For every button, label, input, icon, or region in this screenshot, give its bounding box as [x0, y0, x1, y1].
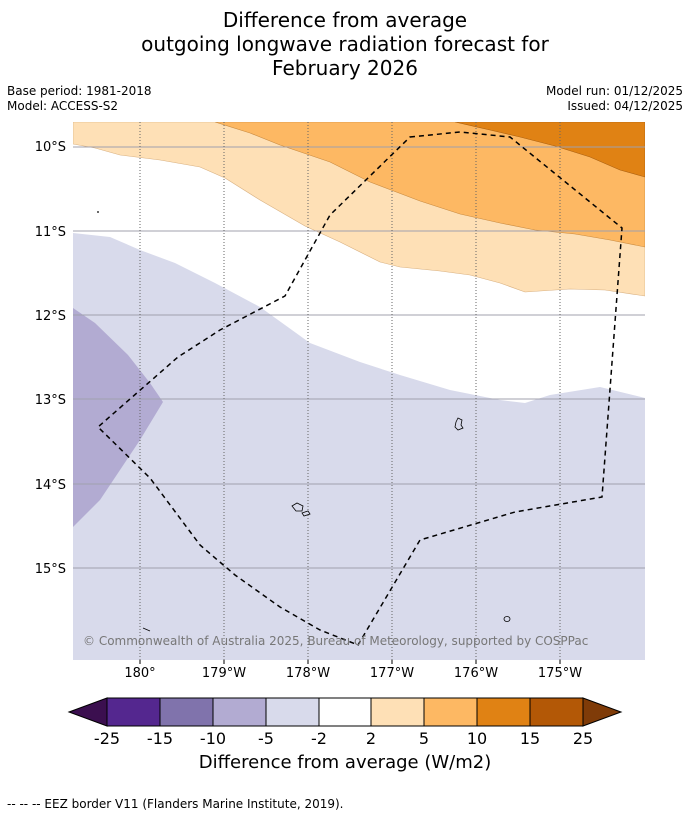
colorbar-tick: -10 [199, 729, 227, 748]
colorbar-tick: -2 [311, 729, 327, 748]
title-line-1: Difference from average [222, 8, 468, 32]
lat-label: 13°S [35, 393, 66, 408]
colorbar-swatch [106, 697, 161, 727]
model-run: Model run: 01/12/2025 [545, 84, 683, 98]
colorbar-swatch [265, 697, 320, 727]
eez-border [96, 131, 623, 646]
colorbar-tick: 10 [466, 729, 488, 748]
lon-label: 179°W [202, 666, 246, 681]
colorbar-tick: 2 [365, 729, 377, 748]
anomaly-region-10-15 [454, 122, 645, 178]
graticule [73, 122, 645, 660]
lon-label: 180° [124, 666, 155, 681]
anomaly-region-5-10 [214, 122, 645, 248]
colorbar-tick: 15 [519, 729, 541, 748]
colorbar-extend-high [582, 697, 623, 727]
colorbar-extend-low [67, 697, 108, 727]
lon-label: 177°W [370, 666, 414, 681]
colorbar-swatch [423, 697, 478, 727]
model-name: Model: ACCESS-S2 [7, 99, 119, 113]
title-line-2: outgoing longwave radiation forecast for [141, 32, 549, 56]
issued-date: Issued: 04/12/2025 [567, 99, 683, 113]
colorbar-tick: 25 [572, 729, 594, 748]
anomaly-region-minus5-minus2 [73, 233, 645, 660]
island [503, 616, 511, 622]
lat-label: 11°S [35, 225, 66, 240]
map-area: © Commonwealth of Australia 2025, Bureau… [73, 122, 645, 660]
lat-label: 12°S [35, 309, 66, 324]
anomaly-region-minus10-minus5 [73, 308, 163, 527]
meta-left: Base period: 1981-2018 Model: ACCESS-S2 [7, 84, 152, 114]
eez-legend-note: -- -- -- EEZ border V11 (Flanders Marine… [7, 797, 344, 811]
colorbar [67, 697, 623, 727]
colorbar-tick: 5 [418, 729, 430, 748]
colorbar-swatch [370, 697, 425, 727]
lon-label: 176°W [454, 666, 498, 681]
title-line-3: February 2026 [272, 56, 418, 80]
colorbar-tick: -5 [258, 729, 274, 748]
map-title: Difference from average outgoing longwav… [0, 8, 690, 80]
colorbar-tick: -25 [93, 729, 121, 748]
colorbar-swatch [159, 697, 214, 727]
lon-label: 175°W [538, 666, 582, 681]
island [97, 211, 99, 213]
colorbar-label: Difference from average (W/m2) [198, 752, 492, 773]
colorbar-swatch [529, 697, 584, 727]
latitude-labels: 10°S 11°S 12°S 13°S 14°S 15°S [35, 140, 66, 577]
island [142, 627, 151, 632]
colorbar-swatch [212, 697, 267, 727]
longitude-labels: 180° 179°W 178°W 177°W 176°W 175°W [124, 660, 582, 681]
lon-label: 178°W [286, 666, 330, 681]
island [301, 510, 311, 517]
colorbar-tick: -15 [146, 729, 174, 748]
island [291, 502, 304, 512]
copyright-notice: © Commonwealth of Australia 2025, Bureau… [83, 634, 588, 648]
lat-label: 14°S [35, 478, 66, 493]
colorbar-swatch [476, 697, 531, 727]
lat-label: 10°S [35, 140, 66, 155]
meta-right: Model run: 01/12/2025 Issued: 04/12/2025 [546, 84, 683, 114]
lat-label: 15°S [35, 562, 66, 577]
colorbar-swatch [318, 697, 372, 727]
island [454, 417, 464, 431]
base-period: Base period: 1981-2018 [7, 84, 152, 98]
